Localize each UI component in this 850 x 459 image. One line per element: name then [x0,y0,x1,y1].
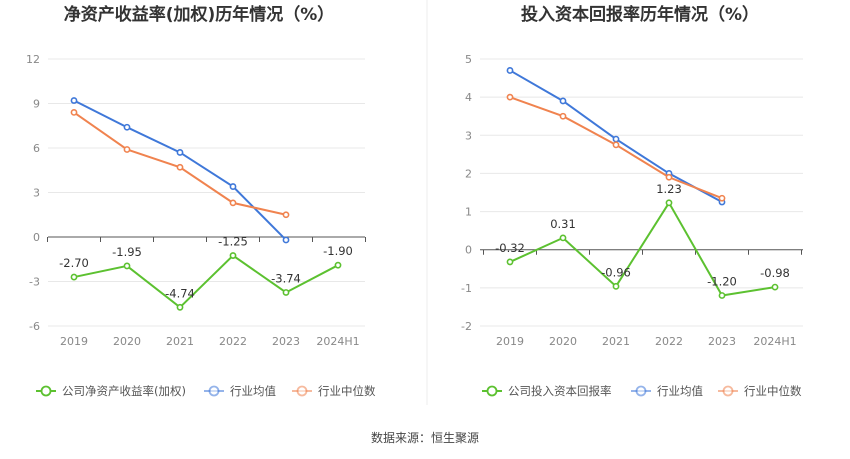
roic-xtick-label: 2020 [549,335,577,348]
roe-legend-company-label: 公司净资产收益率(加权) [62,384,186,398]
roic-ytick-label: -1 [461,282,472,295]
roic-data-label: -0.32 [495,241,525,255]
roe-chart: 净资产收益率(加权)历年情况（%） 12 9 6 3 0 -3 -6 2019 2020 2021… [26,4,376,398]
roe-xtick-label: 2020 [113,335,141,348]
roic-ytick-label: -2 [461,320,472,333]
roe-chart-title: 净资产收益率(加权)历年情况（%） [64,4,335,25]
roe-ytick-label: 3 [33,187,40,200]
roe-data-label: -1.25 [218,235,248,249]
roe-ytick-label: 0 [33,231,40,244]
roic-xtick-label: 2022 [655,335,683,348]
roe-ytick-label: 9 [33,98,40,111]
roe-series-industry-median-point [229,199,237,207]
roic-series-industry-median-point [718,194,726,202]
roe-legend-industry-median-label: 行业中位数 [318,384,376,398]
roic-ytick-label: 2 [465,167,472,180]
roic-xtick-label: 2019 [496,335,524,348]
roic-series-industry-median-point [506,93,514,101]
roic-ytick-label: 3 [465,129,472,142]
roe-data-label: -3.74 [271,271,301,285]
roe-xtick-label: 2023 [272,335,300,348]
roic-chart: 投入资本回报率历年情况（%） 5 4 3 2 1 0 -1 -2 2019 2020 2021 202… [461,4,803,398]
roe-series-company-point [70,273,78,281]
roic-ytick-label: 1 [465,206,472,219]
roic-series-industry-mean-point [612,135,620,143]
roic-xtick-label: 2021 [602,335,630,348]
roic-series-industry-mean-point [506,67,514,74]
roe-series-company-line [73,254,339,309]
roic-series-industry-median-point [612,141,620,149]
roe-ytick-label: -6 [29,320,40,333]
roe-legend-company-marker [40,385,52,397]
roe-series-company-point [123,262,131,270]
roic-legend-company-marker [486,385,498,397]
roe-ytick-label: 12 [26,53,40,66]
roe-legend-industry-mean-label: 行业均值 [230,384,276,398]
roe-legend-industry-mean-marker [208,385,220,397]
roic-series-company-point [665,199,673,207]
roic-series-company-point [506,258,514,266]
roic-legend-industry-median-label: 行业中位数 [744,384,802,398]
roic-ytick-label: 5 [465,53,472,66]
roe-ytick-label: 6 [33,142,40,155]
roe-series-industry-median-point [176,163,184,171]
data-source: 数据来源：恒生聚源 [371,430,479,445]
roe-data-label: -4.74 [165,286,195,300]
roe-xtick-label: 2022 [219,335,247,348]
roic-data-label: 1.23 [656,182,682,196]
roic-series-company-point [718,292,726,299]
roic-legend-company-label: 公司投入资本回报率 [508,384,612,398]
roe-xtick-label: 2019 [60,335,88,348]
roe-series-company-point [176,303,184,311]
roe-series-industry-median-line [73,111,287,216]
roe-series-industry-median-point [123,146,131,153]
roic-data-label: -0.96 [601,265,631,279]
roe-data-label: -1.95 [112,245,142,259]
roic-series-industry-median-point [559,112,567,120]
roic-ytick-label: 4 [465,91,472,104]
roe-series-industry-mean-point [282,236,290,244]
roic-series-company-point [771,283,779,291]
roic-series-company-point [559,234,567,242]
roe-data-label: -2.70 [59,256,89,270]
roe-legend-industry-median-marker [296,385,308,397]
roe-series-industry-median-point [70,109,78,116]
roic-ytick-label: 0 [465,244,472,257]
roe-series-industry-mean-point [229,183,237,190]
roe-series-industry-mean-point [176,149,184,156]
roic-legend-industry-mean-marker [635,385,647,397]
roe-series-company-point [334,261,342,269]
roe-series-industry-median-point [282,211,290,219]
roe-data-label: -1.90 [323,244,353,258]
roe-series-industry-mean-point [123,123,131,131]
roe-series-company-point [229,252,237,259]
roic-data-label: 0.31 [550,217,576,231]
roe-xtick-label: 2024H1 [316,335,359,348]
roic-series-industry-median-point [665,173,673,181]
roic-legend-industry-mean-label: 行业均值 [657,384,703,398]
roic-data-label: -0.98 [760,266,790,280]
roic-data-label: -1.20 [707,274,737,288]
roic-series-company-point [612,282,620,290]
roe-ytick-label: -3 [29,276,40,289]
roic-series-company-line [509,200,776,297]
roe-xtick-label: 2021 [166,335,194,348]
roic-chart-title: 投入资本回报率历年情况（%） [521,4,759,25]
roe-series-company-point [282,289,290,296]
roic-xtick-label: 2023 [708,335,736,348]
roe-series-industry-mean-point [70,97,78,104]
roic-legend-industry-median-marker [722,385,734,397]
roic-series-industry-mean-point [559,97,567,105]
roic-xtick-label: 2024H1 [753,335,796,348]
